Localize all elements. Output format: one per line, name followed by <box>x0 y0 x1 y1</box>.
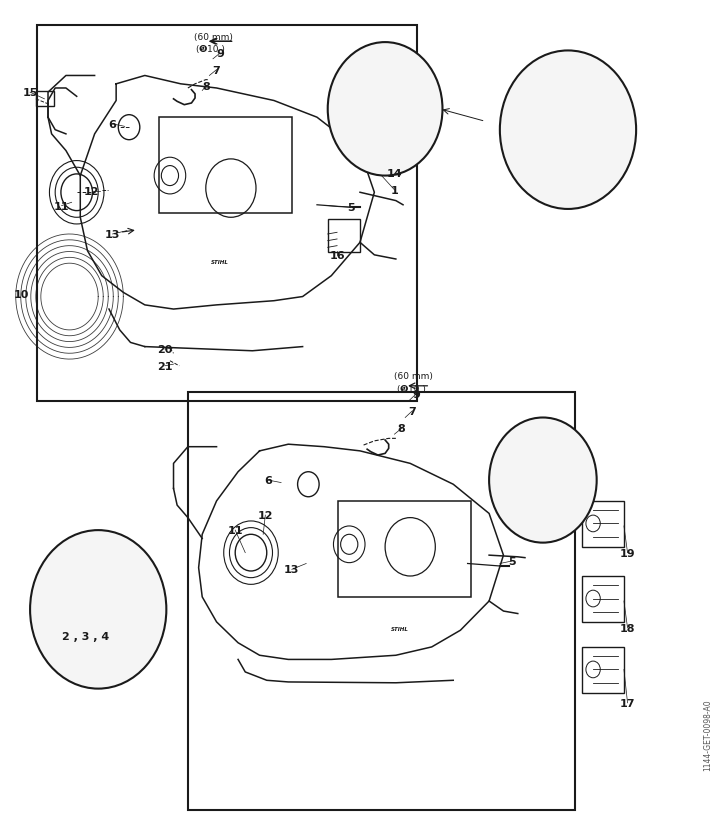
Text: 21: 21 <box>157 361 173 371</box>
Bar <box>338 502 471 597</box>
Text: 9: 9 <box>412 390 420 400</box>
Text: STIHL: STIHL <box>211 260 229 265</box>
Bar <box>159 118 292 214</box>
Text: 8: 8 <box>397 424 405 434</box>
Circle shape <box>30 531 166 689</box>
Text: 9: 9 <box>216 48 224 59</box>
Text: 7: 7 <box>408 406 416 416</box>
Text: (60 mm): (60 mm) <box>395 372 433 381</box>
Text: (➒10 ): (➒10 ) <box>197 45 225 54</box>
Text: (➒10 ): (➒10 ) <box>397 385 426 393</box>
Circle shape <box>551 127 571 150</box>
Text: 13: 13 <box>284 564 300 574</box>
Bar <box>510 456 564 514</box>
Text: 12: 12 <box>84 187 99 197</box>
Bar <box>37 27 418 401</box>
Text: 6: 6 <box>109 120 117 130</box>
Circle shape <box>328 43 443 176</box>
Text: 8: 8 <box>202 82 210 92</box>
Text: 7: 7 <box>212 65 220 75</box>
Text: STIHL: STIHL <box>390 626 408 631</box>
Text: 5: 5 <box>508 556 516 566</box>
Circle shape <box>500 51 636 210</box>
Text: 11: 11 <box>228 526 243 536</box>
Text: 13: 13 <box>105 230 120 240</box>
Text: 17: 17 <box>620 698 635 708</box>
Text: 20: 20 <box>157 344 173 354</box>
Text: (60 mm): (60 mm) <box>194 33 233 42</box>
Text: 14: 14 <box>387 169 402 179</box>
Bar <box>582 502 624 547</box>
Bar <box>582 647 624 693</box>
Text: 1144-GET-0098-A0: 1144-GET-0098-A0 <box>703 699 712 771</box>
Bar <box>188 393 575 809</box>
Text: 16: 16 <box>329 251 345 261</box>
Text: 1: 1 <box>390 186 398 196</box>
Text: 6: 6 <box>264 476 272 486</box>
Text: 11: 11 <box>54 201 69 212</box>
Text: 18: 18 <box>620 623 635 633</box>
Text: 5: 5 <box>347 203 354 213</box>
Text: 2 , 3 , 4: 2 , 3 , 4 <box>63 631 109 641</box>
Bar <box>328 220 360 253</box>
Bar <box>36 92 54 107</box>
Text: 12: 12 <box>258 511 273 521</box>
Text: 19: 19 <box>620 548 635 558</box>
Circle shape <box>489 418 597 543</box>
Text: 10: 10 <box>14 290 29 299</box>
Text: 15: 15 <box>22 88 37 98</box>
Circle shape <box>81 606 102 630</box>
Bar <box>582 576 624 622</box>
Bar <box>353 84 407 143</box>
